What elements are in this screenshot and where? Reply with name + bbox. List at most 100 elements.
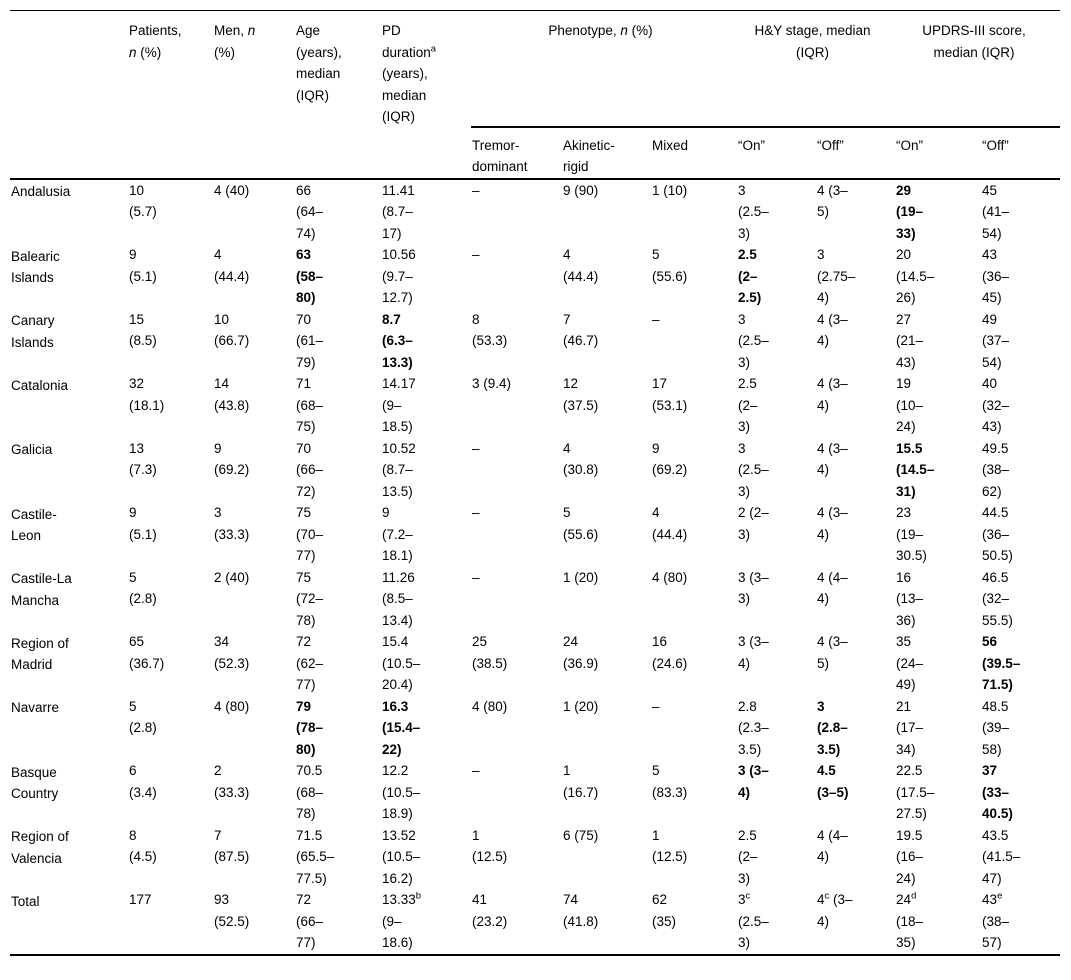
data-cell: – [472, 247, 480, 262]
data-cell: 5 (2.8) [129, 569, 157, 607]
data-cell: 10 (5.7) [128, 177, 213, 244]
data-cell: 49 (37– 54) [982, 311, 1010, 370]
data-cell: 2.8 (2.3– 3.5) [738, 698, 769, 757]
data-cell: – [472, 763, 480, 778]
data-cell: 12.2 (10.5– 18.9) [382, 763, 421, 821]
table-row: Catalonia 32 (18.1) 14 (43.8) 71 (68– 75) 14.17(… [10, 373, 1060, 438]
data-cell: 15.5 (14.5– 31) [896, 440, 935, 499]
data-cell: 75 (72– 78) [296, 569, 324, 628]
data-cell: 9 (5.1) [129, 247, 157, 284]
data-cell: – [652, 698, 660, 714]
column-header-0 [10, 11, 128, 179]
group-header-2: UPDRS-III score, median (IQR) [895, 10, 1061, 128]
data-cell: 75 (70– 77) [296, 505, 324, 563]
data-cell: 4 (3– 4) [817, 311, 848, 349]
region-name: Balearic Islands [11, 248, 60, 286]
data-cell: 3 (2.5– 3) [738, 440, 769, 499]
data-cell: 2.5 (2– 3) [738, 827, 758, 886]
region-name: Galicia [11, 442, 53, 457]
data-cell: 25 (38.5) [472, 634, 508, 671]
data-cell: 6 (3.4) [129, 763, 157, 800]
data-cell: 4 (44.4) [563, 247, 599, 284]
data-cell: 2.5 (2– 3) [738, 376, 758, 434]
data-cell: 4 (3– 5) [817, 634, 848, 671]
table-row: Basque Country 6 (3.4) 2 (33.3) 70.5 (68– 78) 12.… [10, 760, 1060, 825]
data-cell: 4.5 (3–5) [817, 763, 849, 800]
sub-header-0: Tremor-dominant [472, 137, 528, 175]
data-cell: 27 (21– 43) [896, 311, 924, 370]
data-cell: 41 (23.2) [472, 892, 508, 929]
table-row: Andalusia 10 (5.7) 4 (40) 66 (64– 74) 11.41 (8.7… [10, 177, 1061, 244]
data-cell: 4c (3– 4) [817, 890, 853, 929]
table-row: Region of Valencia 8 (4.5) 7 (87.5) 71.5 (65.5–… [10, 825, 1060, 890]
data-cell: – [652, 311, 660, 327]
region-name: Region of Valencia [11, 829, 69, 866]
data-cell: 43e (38– 57) [982, 890, 1010, 950]
region-name: Castile- Leon [11, 506, 57, 544]
column-header-3: Age (years), median (IQR) [296, 23, 342, 103]
data-cell: 3 (2.75– 4) [817, 247, 856, 305]
data-cell: 13 (7.3) [129, 440, 157, 478]
table-row: Navarre 5 (2.8) 4 (80) 79 (78– 80) 16.3 (15.4– 22… [10, 696, 1060, 761]
region-name: Andalusia [10, 177, 128, 244]
data-cell: 43 (36– 45) [982, 247, 1010, 305]
data-cell: 5 (55.6) [652, 247, 688, 284]
data-cell: 29 (19– 33) [895, 177, 982, 244]
data-cell: 4 (4– 4) [817, 569, 848, 607]
data-cell: 7 (46.7) [563, 311, 599, 349]
data-cell: 13.33b (9– 18.6) [382, 890, 422, 950]
data-cell: 12 (37.5) [563, 376, 599, 413]
region-name: Region of Madrid [11, 635, 69, 673]
data-cell: 5 (55.6) [563, 505, 599, 542]
sub-header-1: Akinetic-rigid [563, 137, 615, 175]
data-cell: 8 (53.3) [472, 311, 508, 349]
data-cell: 79 (78– 80) [296, 698, 324, 757]
data-cell: 37 (33– 40.5) [982, 763, 1013, 821]
data-cell: 11.26 (8.5– 13.4) [382, 569, 415, 628]
data-cell: 10.56 (9.7– 12.7) [382, 247, 416, 305]
data-cell: 20 (14.5– 26) [896, 247, 935, 305]
data-cell: 24 (36.9) [563, 634, 599, 671]
data-cell: 4 (40) [213, 177, 295, 244]
group-header-1: H&Y stage, median (IQR) [737, 10, 896, 128]
group-header-0: Phenotype, n (%) [471, 10, 738, 128]
data-cell: 2.5 (2– 2.5) [738, 247, 762, 305]
data-cell: 1 (16.7) [563, 763, 599, 800]
data-cell: 9 (7.2– 18.1) [382, 505, 413, 563]
data-cell: 3 (2.8– 3.5) [817, 698, 848, 757]
data-cell: 8.7 (6.3– 13.3) [382, 311, 413, 370]
data-cell: 2 (40) [214, 569, 250, 585]
data-cell: 21 (17– 34) [896, 698, 924, 757]
data-cell: 44.5 (36– 50.5) [982, 505, 1013, 563]
data-cell: – [472, 505, 480, 520]
regional-pd-statistics-table: Patients, n (%) Men, n (%) Age (years), median… [10, 10, 1061, 956]
data-cell: 9 (5.1) [129, 505, 157, 542]
data-cell: 8 (4.5) [129, 827, 157, 865]
data-cell: 3 (9.4) [472, 376, 512, 391]
data-cell: 56 (39.5– 71.5) [982, 634, 1021, 692]
data-cell: 70 (61– 79) [296, 311, 324, 370]
data-cell: 70 (66– 72) [296, 440, 324, 499]
data-cell: 15.4 (10.5– 20.4) [382, 634, 421, 692]
data-cell: 48.5 (39– 58) [982, 698, 1010, 757]
data-cell: 65 (36.7) [129, 634, 165, 671]
data-cell: 9 (90) [562, 177, 651, 244]
data-cell: 10 (66.7) [214, 311, 250, 349]
data-cell: 16 (24.6) [652, 634, 688, 671]
data-cell: 5 (83.3) [652, 763, 688, 800]
table-row: Region of Madrid 65 (36.7) 34 (52.3) 72 (62– 77)… [10, 631, 1060, 696]
data-cell: 17 (53.1) [652, 376, 688, 413]
data-cell: 16.3 (15.4– 22) [382, 698, 421, 757]
column-header-1: Patients, n (%) [129, 23, 182, 60]
data-cell: 4 (3– 4) [817, 505, 848, 542]
data-cell: 13.52 (10.5– 16.2) [382, 827, 421, 886]
data-cell: 3 (3– 3) [738, 569, 769, 607]
region-name: Castile-La Mancha [11, 571, 72, 608]
data-cell: 46.5 (32– 55.5) [982, 569, 1013, 628]
data-cell: 1 (12.5) [652, 827, 688, 865]
data-cell: 10.52 (8.7– 13.5) [382, 440, 416, 499]
data-cell: 4 (44.4) [214, 247, 250, 284]
data-cell: 4 (80) [214, 698, 250, 714]
data-cell: – [472, 440, 480, 456]
